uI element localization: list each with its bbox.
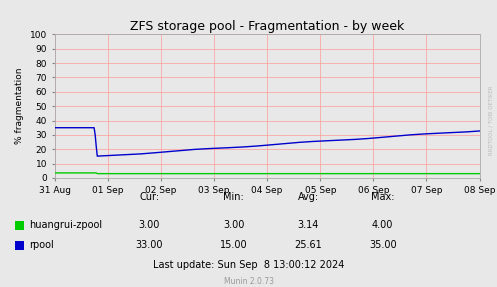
Text: 3.00: 3.00 [223,220,245,230]
Text: 25.61: 25.61 [294,241,322,250]
Text: 4.00: 4.00 [372,220,394,230]
Text: 3.00: 3.00 [138,220,160,230]
Text: 35.00: 35.00 [369,241,397,250]
Text: Min:: Min: [223,192,244,202]
Text: Last update: Sun Sep  8 13:00:12 2024: Last update: Sun Sep 8 13:00:12 2024 [153,261,344,270]
Text: Cur:: Cur: [139,192,159,202]
Text: Munin 2.0.73: Munin 2.0.73 [224,277,273,286]
Text: rpool: rpool [29,241,54,250]
Text: Max:: Max: [371,192,395,202]
Title: ZFS storage pool - Fragmentation - by week: ZFS storage pool - Fragmentation - by we… [130,20,404,33]
Text: 33.00: 33.00 [135,241,163,250]
Text: Avg:: Avg: [298,192,319,202]
Text: huangrui-zpool: huangrui-zpool [29,220,102,230]
Text: 15.00: 15.00 [220,241,248,250]
Text: 3.14: 3.14 [297,220,319,230]
Text: RRDTOOL / TOBI OETIKER: RRDTOOL / TOBI OETIKER [489,86,494,155]
Y-axis label: % fragmentation: % fragmentation [15,68,24,144]
